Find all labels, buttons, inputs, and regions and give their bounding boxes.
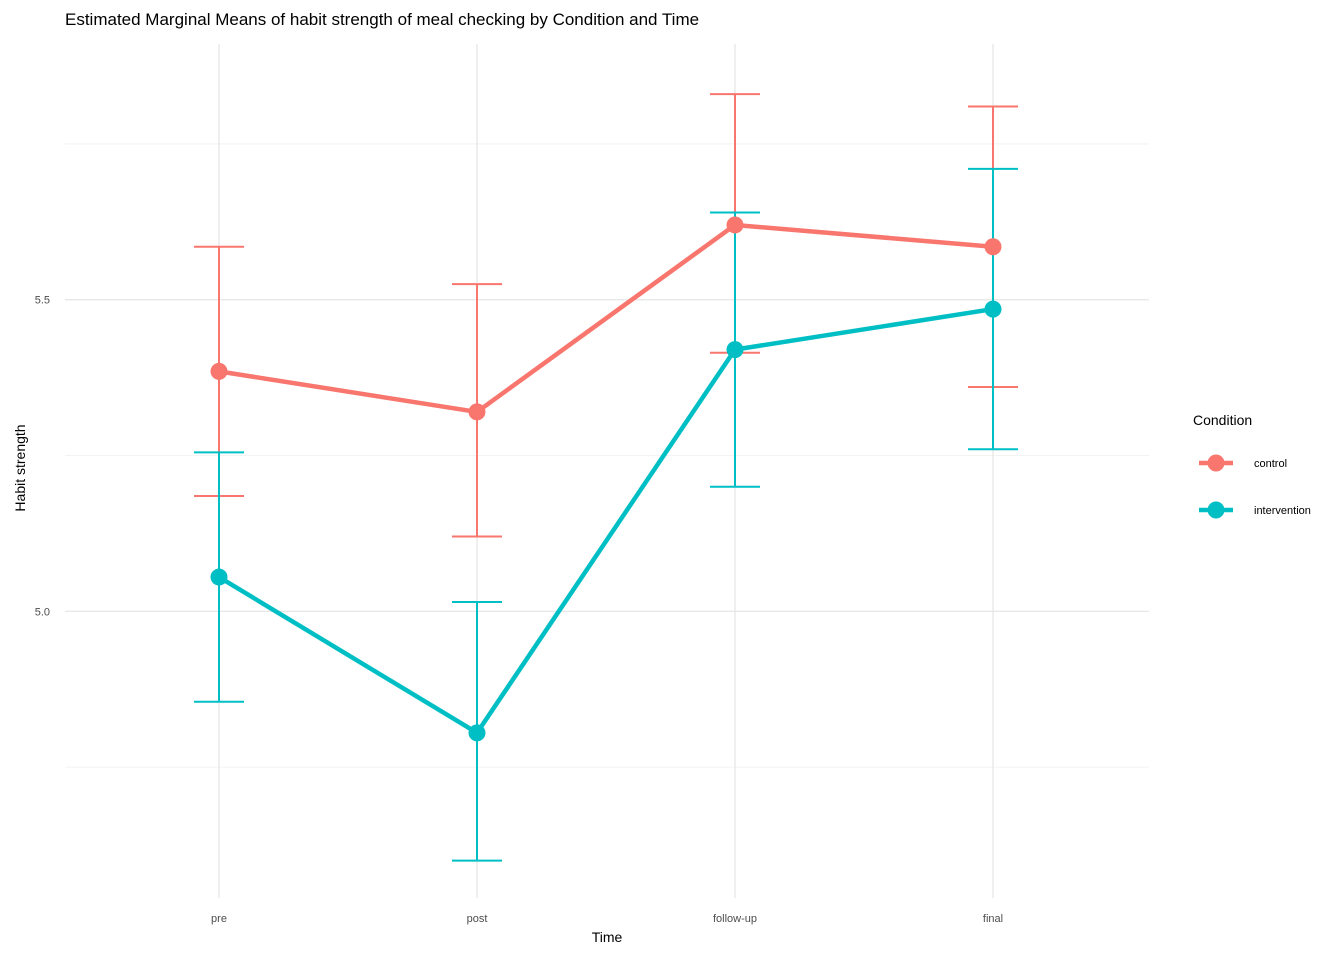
intervention-point — [468, 724, 486, 742]
legend-title: Condition — [1193, 412, 1252, 428]
control-point — [468, 403, 486, 421]
x-tick-label: post — [467, 913, 488, 925]
legend-label: intervention — [1254, 505, 1311, 517]
y-tick-label: 5.5 — [35, 295, 50, 307]
legend-label: control — [1254, 458, 1287, 470]
y-tick-label: 5.0 — [35, 606, 50, 618]
intervention-point — [726, 341, 744, 359]
error-bars — [194, 93, 1018, 862]
intervention-line — [217, 306, 994, 736]
intervention-point — [210, 568, 228, 586]
legend-items: control intervention — [1199, 454, 1311, 519]
x-tick-label: follow-up — [713, 913, 757, 925]
grid-lines — [65, 44, 1149, 898]
intervention-point — [984, 300, 1002, 318]
legend-key-point — [1207, 454, 1225, 472]
chart-title: Estimated Marginal Means of habit streng… — [65, 10, 700, 29]
control-point — [210, 362, 228, 380]
control-point — [726, 216, 744, 234]
legend-key-point — [1207, 501, 1225, 519]
y-axis-title: Habit strength — [12, 424, 28, 511]
series-lines — [217, 222, 994, 736]
control-line — [218, 222, 994, 415]
x-tick-label: final — [983, 913, 1003, 925]
x-axis-title: Time — [592, 929, 623, 945]
x-tick-label: pre — [211, 913, 227, 925]
tick-labels: pre post follow-up final 5.0 5.5 — [35, 295, 1003, 925]
control-point — [984, 238, 1002, 256]
legend: Condition control intervention — [1193, 412, 1311, 519]
series-points — [210, 216, 1002, 742]
